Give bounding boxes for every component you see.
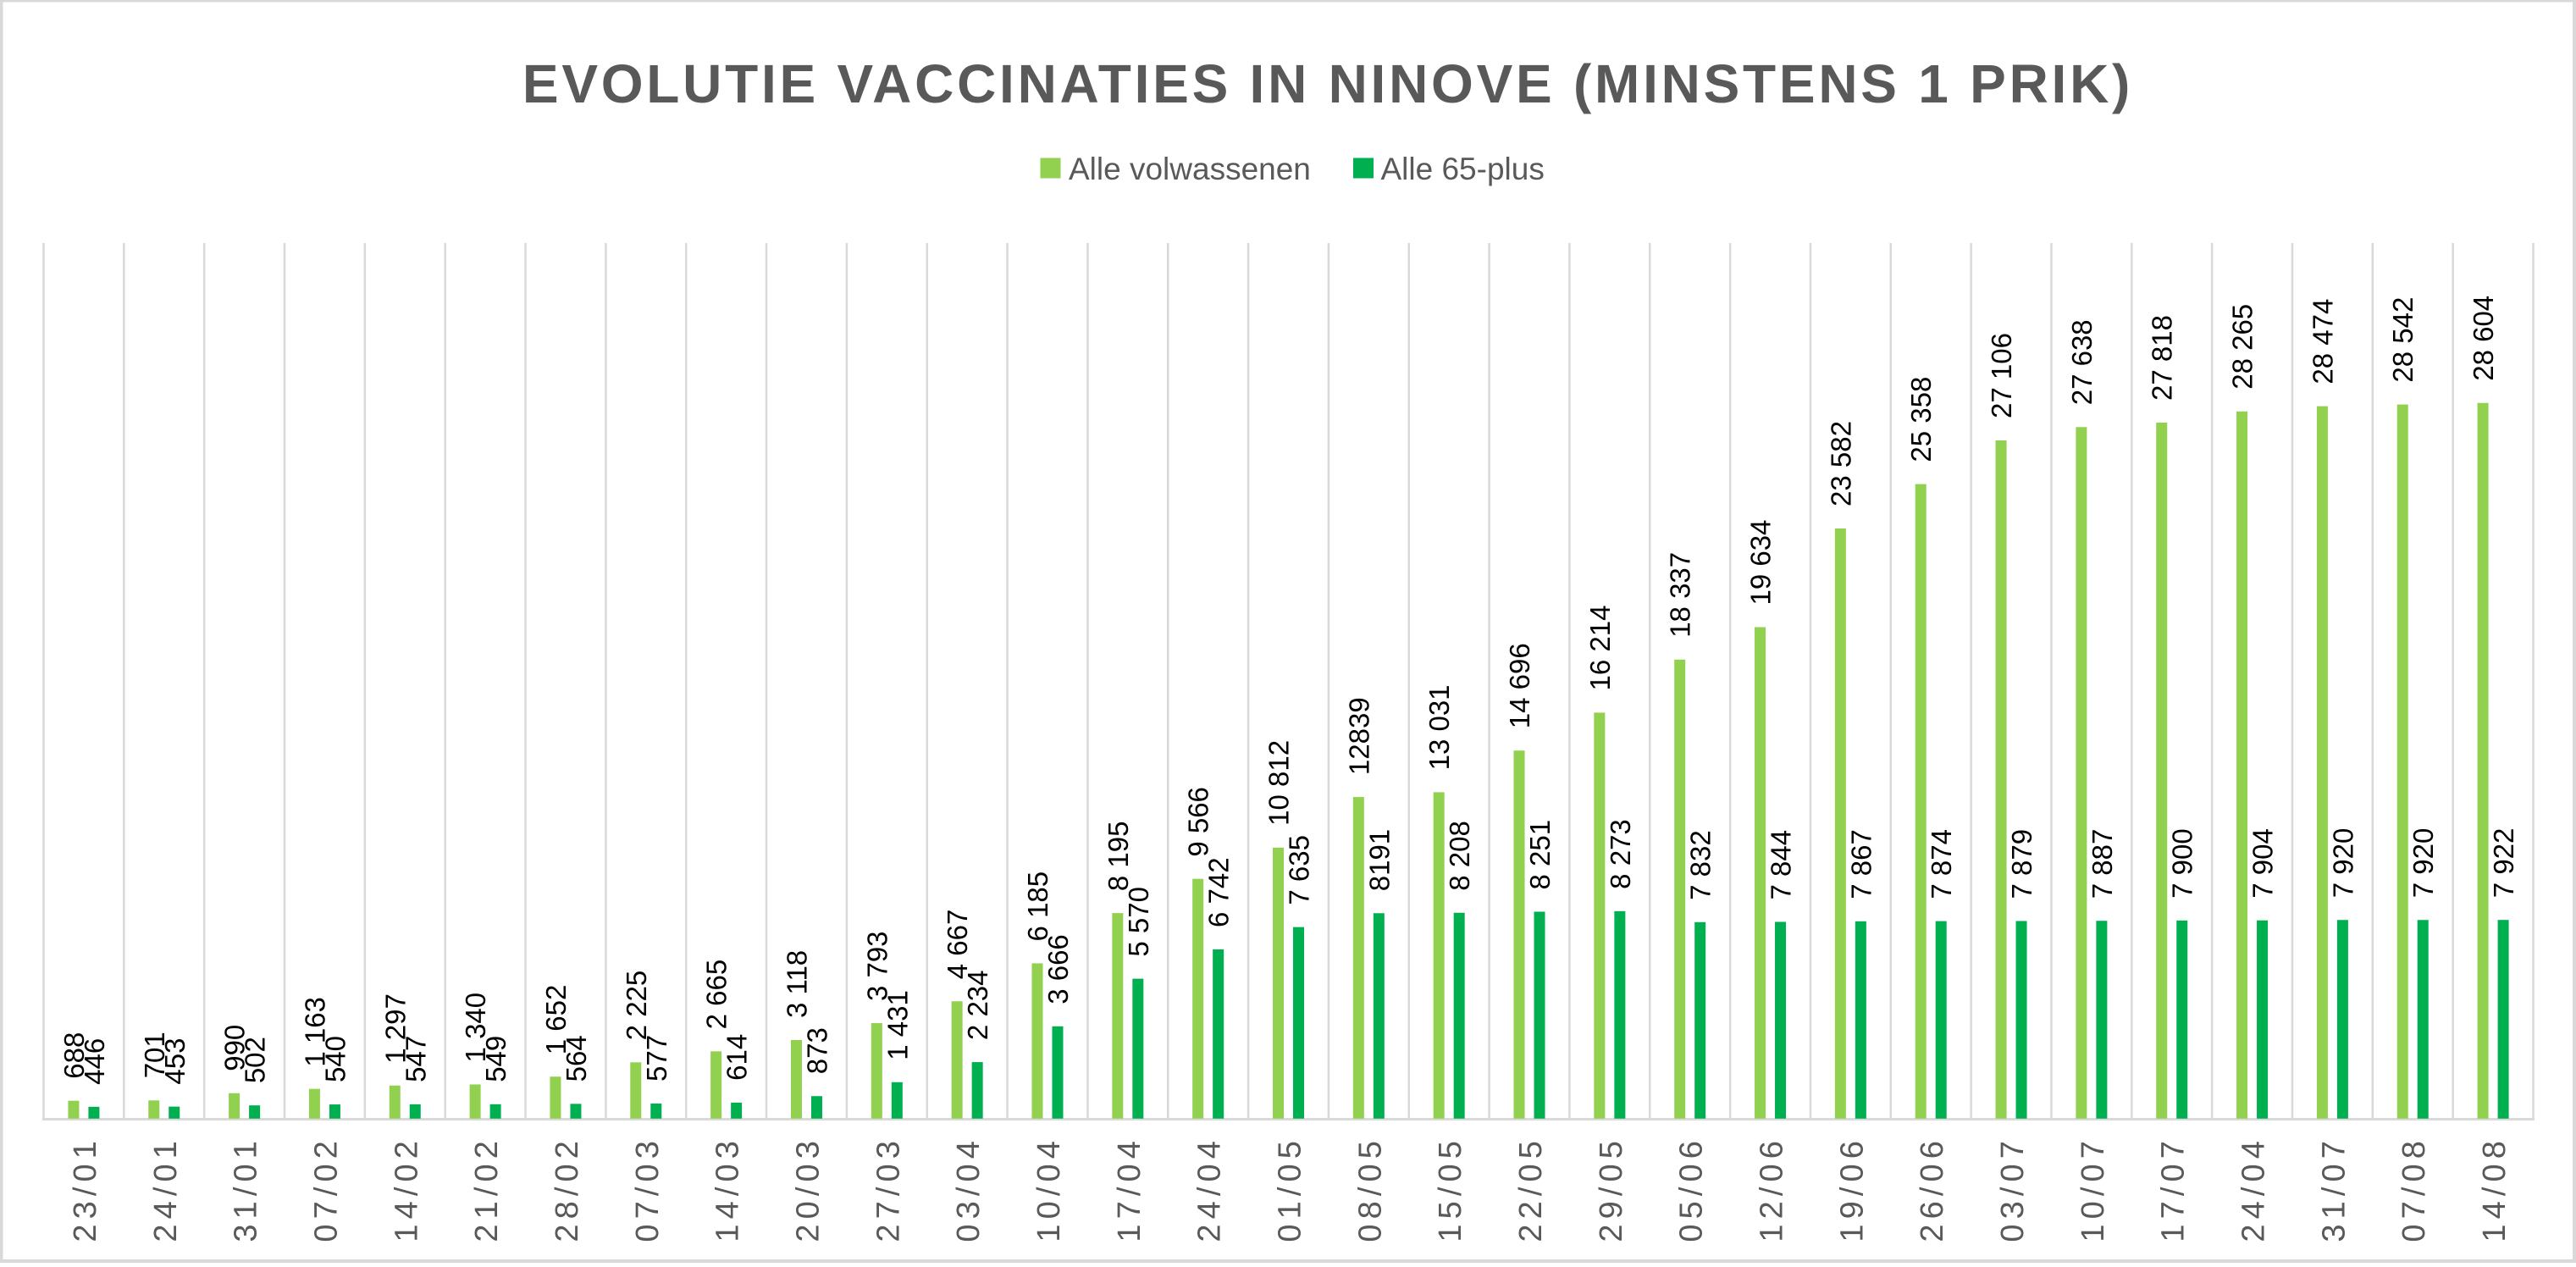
svg-text:564: 564 <box>561 1035 592 1082</box>
svg-text:07/02: 07/02 <box>308 1136 344 1242</box>
svg-text:2 225: 2 225 <box>621 971 652 1041</box>
svg-text:614: 614 <box>721 1034 753 1081</box>
svg-text:446: 446 <box>79 1038 110 1085</box>
svg-text:7 844: 7 844 <box>1766 830 1797 900</box>
svg-text:7 920: 7 920 <box>2407 828 2439 899</box>
svg-text:28 265: 28 265 <box>2227 304 2258 390</box>
svg-text:15/05: 15/05 <box>1433 1136 1468 1242</box>
svg-text:7 922: 7 922 <box>2488 828 2519 899</box>
svg-text:22/05: 22/05 <box>1513 1136 1549 1242</box>
svg-text:31/07: 31/07 <box>2316 1136 2352 1242</box>
svg-text:26/06: 26/06 <box>1915 1136 1950 1242</box>
svg-text:03/07: 03/07 <box>1995 1136 2031 1242</box>
svg-text:05/06: 05/06 <box>1674 1136 1710 1242</box>
svg-text:1 652: 1 652 <box>540 985 572 1055</box>
svg-text:6 742: 6 742 <box>1203 857 1235 927</box>
svg-text:28 604: 28 604 <box>2468 296 2499 381</box>
svg-text:7 900: 7 900 <box>2167 828 2198 899</box>
svg-text:577: 577 <box>641 1035 672 1082</box>
svg-text:10 812: 10 812 <box>1263 740 1295 826</box>
svg-text:8 195: 8 195 <box>1103 822 1134 892</box>
svg-text:29/05: 29/05 <box>1594 1136 1629 1242</box>
svg-text:14 696: 14 696 <box>1504 643 1535 728</box>
svg-text:6 185: 6 185 <box>1022 871 1053 942</box>
svg-text:7 832: 7 832 <box>1685 830 1716 900</box>
svg-text:12839: 12839 <box>1343 697 1374 775</box>
svg-text:7 879: 7 879 <box>2006 829 2037 899</box>
svg-text:Alle 65-plus: Alle 65-plus <box>1381 152 1545 186</box>
svg-text:8 208: 8 208 <box>1444 821 1475 891</box>
svg-text:28 474: 28 474 <box>2307 299 2338 385</box>
svg-text:19/06: 19/06 <box>1834 1136 1870 1242</box>
svg-text:8 273: 8 273 <box>1605 819 1636 889</box>
svg-text:03/04: 03/04 <box>951 1136 987 1242</box>
svg-text:3 793: 3 793 <box>861 931 893 1001</box>
svg-text:21/02: 21/02 <box>469 1136 505 1242</box>
svg-text:10/07: 10/07 <box>2076 1136 2111 1242</box>
svg-text:3 118: 3 118 <box>781 950 812 1018</box>
svg-text:7 874: 7 874 <box>1926 829 1957 899</box>
svg-text:16 214: 16 214 <box>1584 606 1616 691</box>
svg-text:08/05: 08/05 <box>1352 1136 1388 1242</box>
svg-text:873: 873 <box>801 1027 832 1074</box>
svg-text:9 566: 9 566 <box>1183 787 1214 857</box>
svg-text:3 666: 3 666 <box>1042 934 1074 1004</box>
svg-text:1 163: 1 163 <box>299 997 330 1067</box>
svg-text:7 887: 7 887 <box>2087 829 2118 899</box>
svg-text:07/08: 07/08 <box>2396 1136 2432 1242</box>
svg-text:27 818: 27 818 <box>2147 315 2178 401</box>
svg-text:17/07: 17/07 <box>2156 1136 2192 1242</box>
svg-text:Alle volwassenen: Alle volwassenen <box>1069 152 1311 186</box>
svg-text:4 667: 4 667 <box>942 910 973 980</box>
svg-text:453: 453 <box>159 1038 191 1085</box>
svg-text:7 920: 7 920 <box>2327 828 2358 899</box>
svg-text:10/04: 10/04 <box>1031 1136 1067 1242</box>
svg-text:01/05: 01/05 <box>1273 1136 1308 1242</box>
svg-text:1 340: 1 340 <box>460 993 491 1063</box>
svg-text:7 904: 7 904 <box>2247 828 2279 899</box>
svg-text:28 542: 28 542 <box>2387 297 2418 383</box>
svg-text:07/03: 07/03 <box>630 1136 666 1242</box>
svg-text:7 867: 7 867 <box>1845 829 1877 899</box>
svg-text:13 031: 13 031 <box>1423 684 1455 770</box>
svg-text:502: 502 <box>240 1037 271 1083</box>
svg-text:23/01: 23/01 <box>68 1136 103 1242</box>
svg-text:27/03: 27/03 <box>871 1136 906 1242</box>
svg-text:20/03: 20/03 <box>790 1136 826 1242</box>
svg-text:990: 990 <box>219 1025 251 1071</box>
svg-text:12/06: 12/06 <box>1755 1136 1790 1242</box>
svg-text:14/03: 14/03 <box>710 1136 746 1242</box>
svg-text:549: 549 <box>480 1036 511 1082</box>
svg-text:17/04: 17/04 <box>1112 1136 1147 1242</box>
svg-text:23 582: 23 582 <box>1825 421 1856 506</box>
svg-text:701: 701 <box>139 1032 170 1078</box>
svg-text:27 106: 27 106 <box>1986 333 2017 418</box>
svg-text:8 251: 8 251 <box>1524 820 1556 890</box>
svg-text:14/08: 14/08 <box>2477 1136 2512 1242</box>
svg-text:2 665: 2 665 <box>701 960 732 1030</box>
svg-text:19 634: 19 634 <box>1745 520 1777 606</box>
svg-text:540: 540 <box>319 1036 351 1082</box>
svg-text:25 358: 25 358 <box>1905 377 1937 462</box>
svg-text:2 234: 2 234 <box>962 970 993 1040</box>
svg-text:24/04: 24/04 <box>2236 1136 2272 1242</box>
svg-text:24/01: 24/01 <box>148 1136 184 1242</box>
svg-text:EVOLUTIE VACCINATIES IN NINOVE: EVOLUTIE VACCINATIES IN NINOVE (MINSTENS… <box>522 53 2133 114</box>
svg-text:18 337: 18 337 <box>1665 552 1696 638</box>
svg-text:547: 547 <box>400 1036 431 1082</box>
svg-text:28/02: 28/02 <box>550 1136 585 1242</box>
svg-text:1 431: 1 431 <box>882 990 913 1060</box>
svg-text:8191: 8191 <box>1363 829 1395 891</box>
svg-text:1 297: 1 297 <box>379 993 411 1064</box>
svg-text:24/04: 24/04 <box>1192 1136 1228 1242</box>
svg-text:31/01: 31/01 <box>229 1136 264 1242</box>
svg-text:5 570: 5 570 <box>1123 887 1154 957</box>
svg-text:14/02: 14/02 <box>389 1136 424 1242</box>
svg-text:7 635: 7 635 <box>1284 835 1315 905</box>
svg-text:688: 688 <box>58 1032 90 1079</box>
svg-text:27 638: 27 638 <box>2066 319 2098 405</box>
